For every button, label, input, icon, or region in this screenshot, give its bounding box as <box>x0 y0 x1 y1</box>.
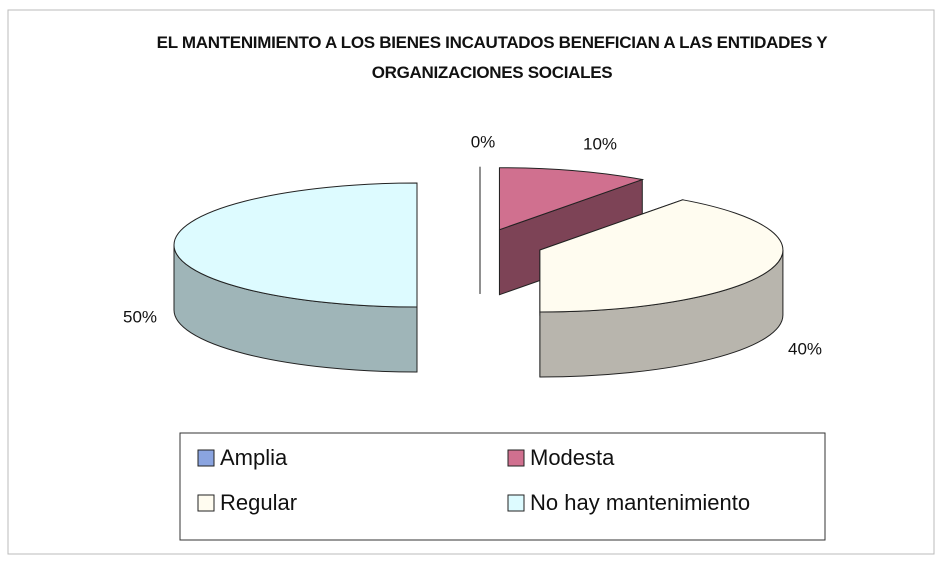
legend-swatch <box>197 449 215 467</box>
slice <box>539 199 784 313</box>
chart-title: EL MANTENIMIENTO A LOS BIENES INCAUTADOS… <box>156 33 828 82</box>
data-label: 50% <box>123 307 157 326</box>
legend-box <box>179 432 826 541</box>
legend-label: No hay mantenimiento <box>530 490 750 515</box>
slice <box>498 167 645 231</box>
legend-swatch <box>197 494 215 512</box>
data-label: 10% <box>583 134 617 153</box>
legend-label: Amplia <box>220 445 288 470</box>
legend-swatch <box>507 449 525 467</box>
legend-label: Modesta <box>530 445 615 470</box>
data-label: 0% <box>471 132 496 151</box>
legend-swatch <box>507 494 525 512</box>
slice <box>173 182 418 308</box>
data-label: 40% <box>788 339 822 358</box>
chart-frame <box>7 9 935 555</box>
legend-label: Regular <box>220 490 297 515</box>
